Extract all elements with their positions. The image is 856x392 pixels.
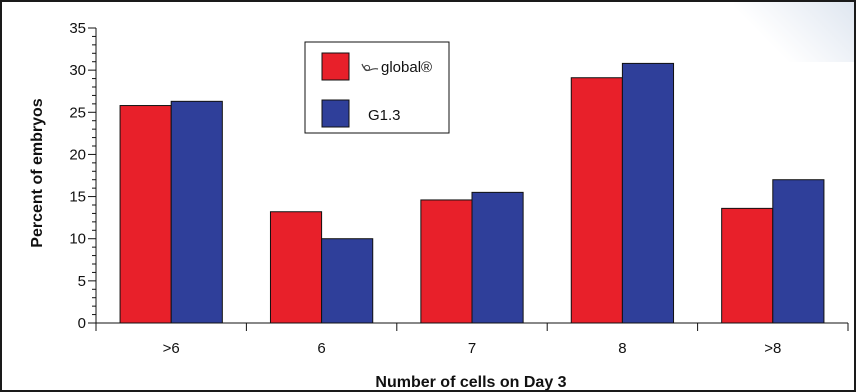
bar-global — [269, 211, 323, 324]
bar-global — [721, 207, 774, 324]
bar-g13 — [471, 191, 524, 324]
y-axis-title: Percent of embryos — [29, 98, 46, 247]
y-tick-label: 35 — [69, 20, 86, 37]
x-axis-title: Number of cells on Day 3 — [375, 374, 566, 391]
bar-global — [420, 199, 473, 324]
y-axis: 0 5 10 15 20 25 30 35 — [69, 20, 97, 332]
y-tick-label: 20 — [69, 146, 86, 163]
legend-label-g13: G1.3 — [368, 107, 401, 124]
y-tick-label: 25 — [69, 104, 86, 121]
bar-g13 — [621, 62, 675, 324]
legend-swatch-global — [321, 52, 350, 81]
legend: global® G1.3 — [304, 41, 450, 134]
y-tick-label: 5 — [78, 273, 86, 290]
legend-label-global: global® — [381, 59, 432, 76]
x-axis: >6 6 7 8 >8 — [95, 322, 849, 357]
bars — [119, 62, 825, 324]
bar-g13 — [772, 179, 825, 324]
x-tick-label: >6 — [163, 340, 180, 357]
bar-g13 — [170, 100, 223, 324]
bar-g13 — [321, 238, 374, 324]
global-logo-icon — [361, 63, 379, 72]
x-tick-label: >8 — [764, 340, 781, 357]
y-tick-label: 0 — [78, 315, 86, 332]
x-tick-label: 7 — [468, 340, 476, 357]
y-tick-label: 10 — [69, 231, 86, 248]
bar-global — [570, 77, 623, 324]
bar-global — [119, 105, 172, 324]
x-tick-label: 8 — [618, 340, 626, 357]
y-tick-label: 15 — [69, 189, 86, 206]
corner-gradient — [734, 2, 854, 62]
y-tick-label: 30 — [69, 62, 86, 79]
legend-swatch-g13 — [321, 99, 350, 128]
x-tick-label: 6 — [317, 340, 325, 357]
